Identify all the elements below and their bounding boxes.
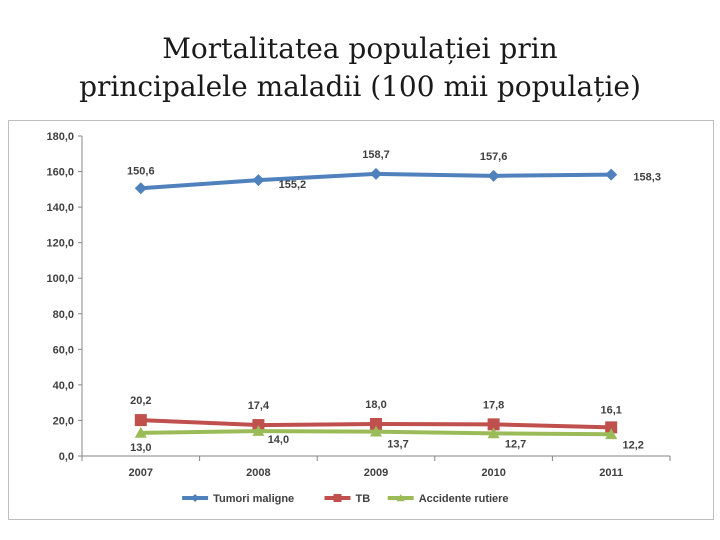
data-point xyxy=(252,425,265,436)
series-layer xyxy=(134,167,618,440)
data-point xyxy=(370,167,382,180)
series-tb xyxy=(134,414,618,434)
data-point xyxy=(487,427,500,439)
y-tick-label: 20,0 xyxy=(53,415,74,427)
x-tick-label: 2011 xyxy=(599,467,623,479)
y-tick-label: 160,0 xyxy=(46,167,74,179)
data-point xyxy=(487,418,500,431)
legend: Tumori maligne TB Accidente rutiere xyxy=(182,493,509,505)
x-tick-label: 2008 xyxy=(246,467,270,479)
y-tick-label: 40,0 xyxy=(53,380,74,392)
y-tick-label: 60,0 xyxy=(53,344,74,356)
data-label: 17,4 xyxy=(248,400,270,412)
data-label: 14,0 xyxy=(268,434,289,446)
data-labels: 150,6 155,2 158,7 157,6 158,3 20,2 17,4 18,0 17,… xyxy=(127,149,661,454)
y-tick-label: 120,0 xyxy=(46,238,74,250)
y-tick-label: 180,0 xyxy=(46,131,74,143)
chart-title-line-1: Mortalitatea populației prin xyxy=(162,32,558,65)
data-point xyxy=(252,419,265,432)
legend-label: Tumori maligne xyxy=(213,493,294,505)
data-point xyxy=(605,428,618,440)
y-tick-label: 100,0 xyxy=(46,273,74,285)
y-tick-label: 80,0 xyxy=(53,309,74,321)
legend-marker xyxy=(396,494,405,502)
data-label: 12,7 xyxy=(505,438,526,450)
data-label: 158,7 xyxy=(362,149,390,161)
y-axis-ticks: 0,0 20,0 40,0 60,0 80,0 100,0 120,0 140,0 160,0 1… xyxy=(46,131,82,463)
x-tick-label: 2009 xyxy=(364,467,388,479)
data-label: 12,2 xyxy=(622,439,643,451)
x-tick-label: 2007 xyxy=(129,467,153,479)
data-point xyxy=(134,414,147,427)
data-label: 18,0 xyxy=(365,399,386,411)
chart-border xyxy=(8,120,714,520)
legend-label: Accidente rutiere xyxy=(419,493,509,505)
legend-item: TB xyxy=(324,493,371,505)
data-label: 157,6 xyxy=(480,151,508,163)
line-chart: 0,0 20,0 40,0 60,0 80,0 100,0 120,0 140,0 160,0 1… xyxy=(8,120,714,520)
data-label: 150,6 xyxy=(127,165,155,177)
x-tick-label: 2010 xyxy=(481,467,505,479)
data-label: 17,8 xyxy=(483,399,504,411)
data-point xyxy=(134,426,147,438)
y-tick-label: 140,0 xyxy=(46,202,74,214)
data-point xyxy=(605,421,618,434)
chart-title-line-2: principalele maladii (100 mii populație) xyxy=(79,70,641,103)
data-label: 155,2 xyxy=(279,179,307,191)
series-accidente-rutiere xyxy=(134,425,618,440)
legend-item: Tumori maligne xyxy=(182,493,294,505)
series-tumori-maligne xyxy=(134,167,618,195)
data-point xyxy=(134,182,147,195)
data-label: 13,7 xyxy=(387,439,408,451)
data-label: 16,1 xyxy=(600,404,621,416)
y-tick-label: 0,0 xyxy=(59,451,74,463)
data-point xyxy=(370,425,382,437)
legend-label: TB xyxy=(356,493,371,505)
legend-marker xyxy=(333,494,342,502)
chart-area: 0,0 20,0 40,0 60,0 80,0 100,0 120,0 140,0 160,0 1… xyxy=(8,120,714,520)
data-label: 20,2 xyxy=(130,395,151,407)
data-point xyxy=(487,169,500,182)
data-point xyxy=(605,168,618,181)
x-axis-ticks: 2007 2008 2009 2010 2011 xyxy=(81,456,671,479)
data-point xyxy=(370,418,382,430)
legend-item: Accidente rutiere xyxy=(387,493,509,505)
chart-title: Mortalitatea populației prin principalel… xyxy=(0,30,720,106)
data-point xyxy=(252,174,265,187)
data-label: 13,0 xyxy=(130,442,151,454)
data-label: 158,3 xyxy=(633,172,661,184)
legend-marker xyxy=(191,494,200,502)
